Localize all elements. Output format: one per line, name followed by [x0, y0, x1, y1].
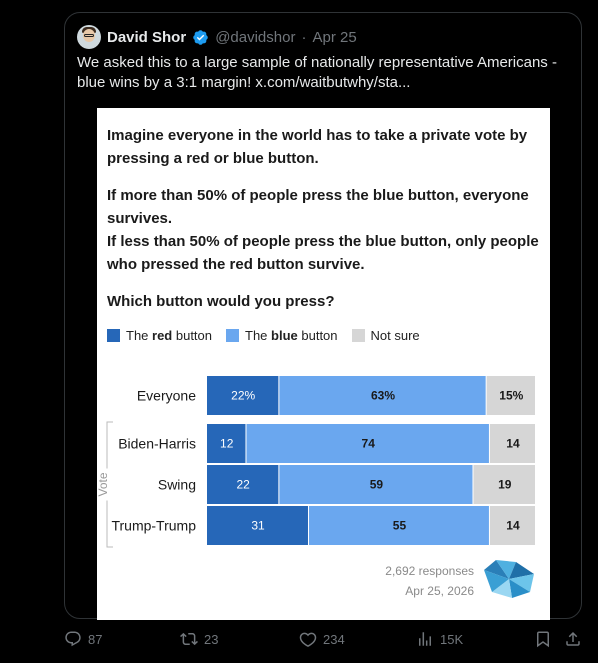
bar-value-label: 31 — [251, 519, 265, 533]
bar-segment — [207, 424, 246, 463]
bar-value-label: 22% — [231, 389, 255, 403]
bookmark-button[interactable] — [534, 630, 552, 648]
views-chart-icon — [419, 632, 431, 646]
legend-swatch-not-sure — [351, 329, 365, 342]
repost-icon — [180, 632, 198, 646]
question-line-2: If more than 50% of people press the blu… — [107, 187, 529, 227]
bar-segment — [486, 376, 535, 415]
like-button[interactable]: 234 — [299, 630, 345, 648]
bar-value-label: 14 — [506, 519, 520, 533]
quoted-post-header: David Shor @davidshor · Apr 25 — [77, 25, 357, 49]
bar-segment — [207, 465, 279, 504]
question-line-1: Imagine everyone in the world has to tak… — [107, 127, 528, 167]
chart-legend: The red button The blue button Not sure — [107, 328, 434, 343]
category-label: Everyone — [137, 388, 196, 404]
bar-value-label: 19 — [498, 478, 512, 492]
bar-segment — [279, 376, 486, 415]
reply-icon — [65, 631, 81, 647]
bar-value-label: 14 — [506, 437, 520, 451]
author-name[interactable]: David Shor — [107, 28, 187, 46]
bar-value-label: 55 — [393, 519, 407, 533]
category-label: Biden-Harris — [118, 436, 196, 452]
quoted-post[interactable]: David Shor @davidshor · Apr 25 We asked … — [64, 12, 582, 620]
survey-date: Apr 25, 2026 — [405, 584, 474, 598]
bar-segment — [279, 465, 473, 504]
bar-value-label: 63% — [371, 389, 395, 403]
share-icon — [566, 631, 580, 646]
group-label: Vote — [97, 472, 110, 496]
verified-badge-icon — [193, 29, 208, 45]
repost-button[interactable]: 23 — [180, 630, 218, 648]
response-count: 2,692 responses — [385, 564, 474, 578]
separator-dot: · — [301, 28, 307, 46]
share-button[interactable] — [564, 630, 582, 648]
pollster-logo-icon — [484, 560, 534, 598]
bookmark-icon — [537, 631, 549, 648]
category-label: Swing — [158, 477, 196, 493]
avatar[interactable] — [77, 25, 101, 49]
like-count: 234 — [323, 631, 345, 647]
bar-segment — [207, 376, 279, 415]
bar-segment — [489, 424, 535, 463]
bar-segment — [246, 424, 489, 463]
legend-item-red: The red button — [107, 328, 212, 343]
bar-value-label: 15% — [499, 389, 523, 403]
legend-label-blue: The blue button — [245, 328, 338, 343]
legend-item-not-sure: Not sure — [351, 328, 420, 343]
question-line-3: If less than 50% of people press the blu… — [107, 233, 539, 273]
stacked-bar-chart: Everyone 22% 63% 15% Biden-Harris 12 74 14 Swing… — [97, 376, 535, 548]
repost-count: 23 — [204, 631, 219, 647]
quoted-post-text: We asked this to a large sample of natio… — [77, 54, 557, 91]
bar-value-label: 74 — [362, 437, 376, 451]
views-button[interactable]: 15K — [416, 630, 463, 648]
legend-swatch-red — [107, 329, 120, 342]
legend-swatch-blue — [226, 329, 240, 342]
author-handle[interactable]: @davidshor — [215, 28, 296, 46]
category-label: Trump-Trump — [111, 518, 196, 534]
bar-segment — [207, 506, 308, 545]
legend-item-blue: The blue button — [226, 328, 338, 343]
bar-value-label: 22 — [237, 478, 251, 492]
heart-icon — [299, 632, 317, 647]
post-date[interactable]: Apr 25 — [312, 28, 357, 46]
bar-value-label: 12 — [220, 437, 234, 451]
reply-button[interactable]: 87 — [64, 630, 102, 648]
bar-segment — [473, 465, 535, 504]
legend-label-red: The red button — [126, 328, 213, 343]
bar-segment — [308, 506, 489, 545]
view-count: 15K — [440, 631, 464, 647]
bar-value-label: 59 — [370, 478, 384, 492]
bar-segment — [489, 506, 535, 545]
reply-count: 87 — [88, 631, 103, 647]
chart-image[interactable]: Imagine everyone in the world has to tak… — [97, 108, 550, 620]
group-label-bg — [100, 468, 114, 501]
legend-label-not-sure: Not sure — [370, 328, 420, 343]
post-action-bar: 87 23 234 15K — [0, 626, 598, 656]
question-line-4: Which button would you press? — [107, 293, 335, 310]
